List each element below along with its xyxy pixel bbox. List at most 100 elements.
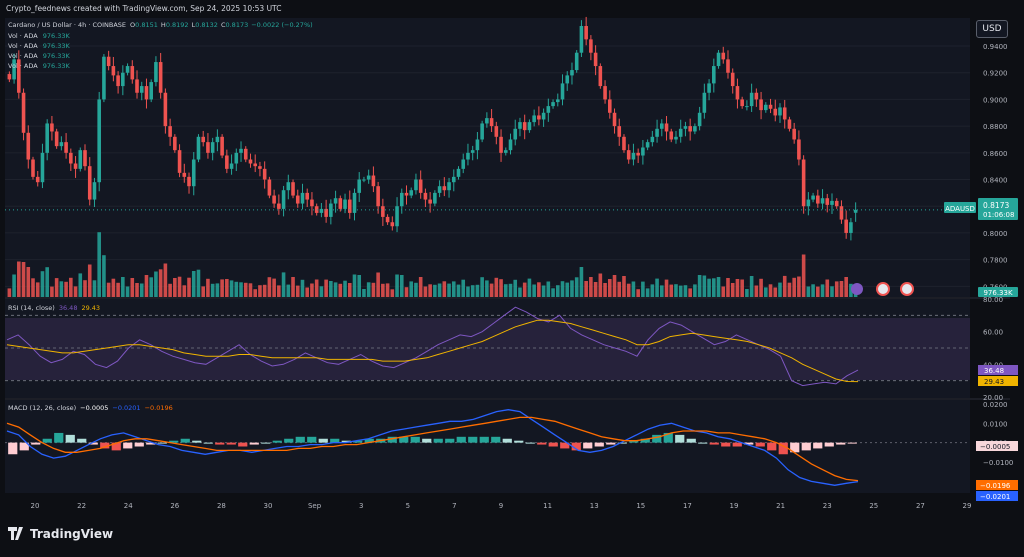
candle-body (816, 195, 820, 204)
macd-histogram-bar (525, 442, 535, 444)
volume-bar (598, 273, 603, 297)
volume-bar (357, 275, 362, 297)
price-tick-label: 0.8400 (983, 177, 1008, 185)
volume-bar (121, 277, 125, 297)
volume-bar (518, 287, 522, 297)
candle-body (702, 92, 707, 113)
volume-bar (229, 280, 234, 297)
candle-body (787, 119, 792, 129)
candle-body (281, 190, 286, 209)
macd-histogram-bar (755, 442, 765, 447)
volume-bar (135, 283, 139, 297)
macd-histogram-bar (468, 436, 478, 443)
macd-histogram-bar (836, 442, 846, 445)
us-flag-event-icon[interactable] (876, 282, 890, 296)
candle-body (305, 192, 310, 200)
candle-body (324, 208, 328, 217)
price-tick-label: 0.9400 (983, 43, 1008, 51)
candle-body (522, 122, 527, 131)
volume-bar (196, 269, 201, 297)
volume-bar (177, 276, 182, 297)
volume-bar (801, 254, 806, 297)
candle-body (234, 152, 239, 164)
time-tick-label: 11 (543, 502, 552, 510)
candle-body (480, 123, 484, 140)
volume-bar (849, 283, 853, 297)
volume-bar (773, 287, 778, 297)
macd-histogram-bar (123, 442, 133, 449)
price-tick-label: 0.8600 (983, 150, 1008, 158)
candle-body (475, 139, 480, 151)
candle-body (447, 182, 451, 191)
volume-bar (749, 276, 754, 297)
volume-bar (59, 281, 64, 297)
vol-value: 976.33K (43, 62, 71, 70)
candle-body (73, 163, 78, 169)
macd-line (6, 409, 859, 486)
time-tick-label: 19 (730, 502, 739, 510)
volume-bar (225, 279, 229, 297)
volume-bar (291, 277, 295, 297)
volume-bar (111, 278, 116, 297)
candle-body (489, 118, 494, 127)
volume-bar (267, 277, 272, 297)
volume-bar (797, 276, 801, 297)
candle-body (650, 136, 655, 143)
candle-body (513, 128, 518, 140)
candle-body (660, 123, 664, 129)
volume-bar (636, 289, 640, 297)
volume-bar (314, 279, 319, 297)
legend-close: 0.8173 (225, 21, 248, 29)
legend-symbol: Cardano / US Dollar · 4h · COINBASE (8, 21, 126, 29)
candle-body (187, 176, 191, 187)
volume-bar (650, 284, 655, 297)
candle-body (688, 126, 692, 132)
volume-bar (154, 271, 158, 297)
time-tick-label: 28 (217, 502, 226, 510)
price-badge: ADAUSD 0.8173 01:06:08 (944, 198, 1018, 220)
candle-body (541, 112, 546, 120)
us-flag-event-icon[interactable] (900, 282, 914, 296)
rsi-ma-line (6, 319, 859, 383)
candle-body (248, 159, 253, 164)
legend-open: 0.8151 (135, 21, 158, 29)
volume-bar (305, 287, 310, 297)
volume-bar (617, 281, 622, 297)
volume-bar (64, 281, 68, 297)
macd-histogram-bar (801, 442, 811, 451)
candle-body (210, 142, 215, 153)
volume-bar (778, 282, 782, 297)
volume-bar (35, 282, 40, 297)
volume-bar (825, 279, 830, 297)
candle-body (116, 75, 120, 87)
candle-body (825, 198, 830, 205)
candle-body (442, 186, 447, 191)
vol-value: 976.33K (43, 42, 71, 50)
volume-bar (811, 284, 815, 297)
volume-bar (139, 283, 144, 297)
candle-body (712, 66, 716, 84)
macd-histogram-bar (721, 442, 731, 447)
volume-bar (343, 280, 347, 297)
currency-button[interactable]: USD (976, 20, 1008, 38)
lightning-event-icon[interactable] (851, 283, 863, 295)
volume-bar (17, 261, 21, 297)
candle-body (347, 199, 352, 213)
volume-bar (513, 279, 518, 297)
legend-high: 0.8192 (166, 21, 189, 29)
candle-body (54, 131, 59, 147)
candle-body (626, 150, 631, 160)
price-tick-label: 0.8000 (983, 230, 1008, 238)
volume-bar (234, 281, 239, 297)
candle-body (385, 216, 390, 223)
candle-body (674, 136, 678, 140)
candle-body (707, 83, 711, 93)
volume-bar (508, 283, 513, 297)
macd-histogram-bar (77, 438, 87, 443)
rsi-tick-label: 20.00 (983, 394, 1003, 402)
volume-bar (130, 278, 135, 297)
volume-bar (792, 277, 796, 297)
candle-body (366, 175, 371, 180)
